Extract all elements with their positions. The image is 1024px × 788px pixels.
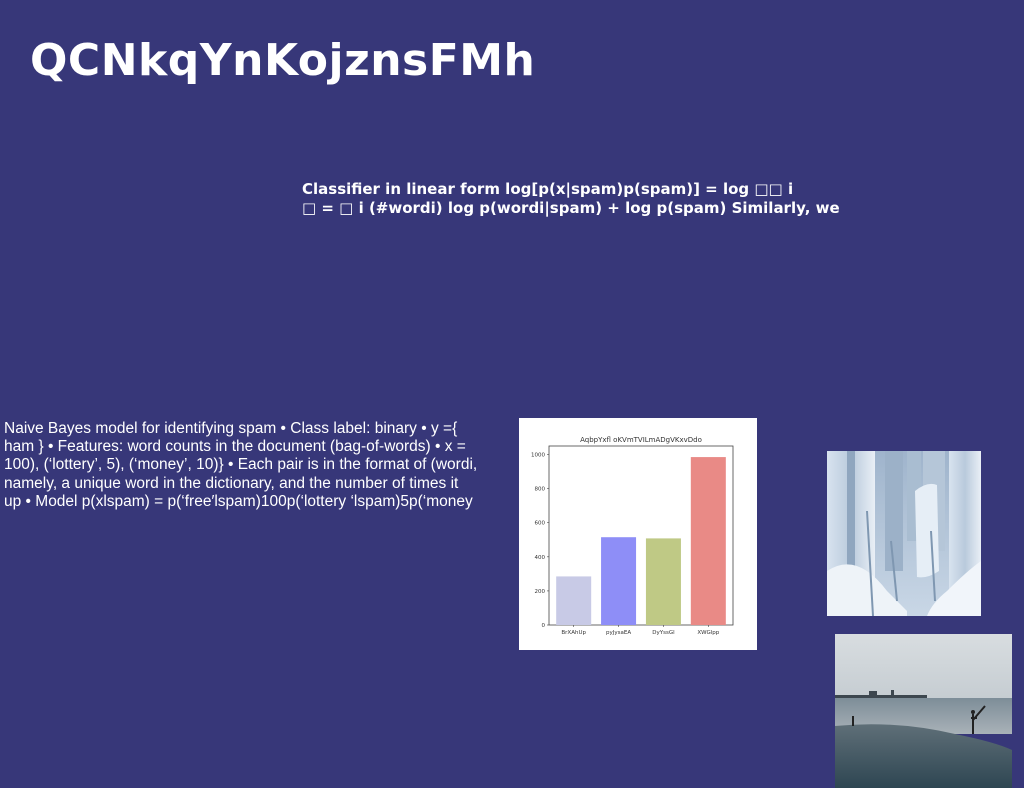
x-tick-label: BrXAhUp (561, 630, 586, 636)
x-tick-label: XWGlpp (697, 630, 719, 636)
y-tick-label: 800 (535, 487, 546, 493)
classifier-line: Classifier in linear form log[p(x|spam)p… (302, 180, 794, 198)
beach-photo (835, 634, 1012, 788)
bar-pyJysaEA (601, 537, 637, 625)
y-tick-label: 1000 (531, 453, 545, 459)
naive-bayes-line: ham } • Features: word counts in the doc… (4, 438, 466, 456)
naive-bayes-text-block: Naive Bayes model for identifying spam •… (4, 420, 504, 511)
ice-photo (827, 451, 981, 616)
bar-BrXAhUp (556, 576, 592, 625)
y-tick-label: 0 (542, 623, 546, 629)
classifier-text-block: Classifier in linear form log[p(x|spam)p… (302, 180, 902, 218)
naive-bayes-line: up • Model p(xlspam) = p(‘free′lspam)100… (4, 492, 473, 510)
bar-XWGlpp (690, 457, 726, 625)
classifier-line: □ = □ i (#wordi) log p(wordi|spam) + log… (302, 199, 840, 217)
bar-chart-image: AqbpYxfl oKVmTVILmADgVKxvDdo 0 200 400 600 8… (519, 418, 757, 650)
chart-title: AqbpYxfl oKVmTVILmADgVKxvDdo (580, 436, 702, 444)
bar-chart: AqbpYxfl oKVmTVILmADgVKxvDdo 0 200 400 600 8… (531, 436, 734, 636)
naive-bayes-line: namely, a unique word in the dictionary,… (4, 474, 459, 492)
y-tick-label: 600 (535, 521, 546, 527)
naive-bayes-line: Naive Bayes model for identifying spam •… (4, 420, 458, 437)
naive-bayes-line: 100), (‘lottery’, 5), (‘money’, 10)} • E… (4, 456, 478, 474)
beach-pier-image (835, 634, 1012, 788)
slide-title: QCNkqYnKojznsFMh (30, 35, 536, 86)
y-tick-label: 400 (535, 555, 546, 561)
plot-frame (548, 445, 734, 626)
bar-DyYssGl (645, 538, 681, 625)
x-tick-label: pyJysaEA (606, 630, 631, 636)
ice-columns-image (827, 451, 981, 616)
x-tick-label: DyYssGl (652, 630, 675, 636)
y-tick-label: 200 (535, 589, 546, 595)
